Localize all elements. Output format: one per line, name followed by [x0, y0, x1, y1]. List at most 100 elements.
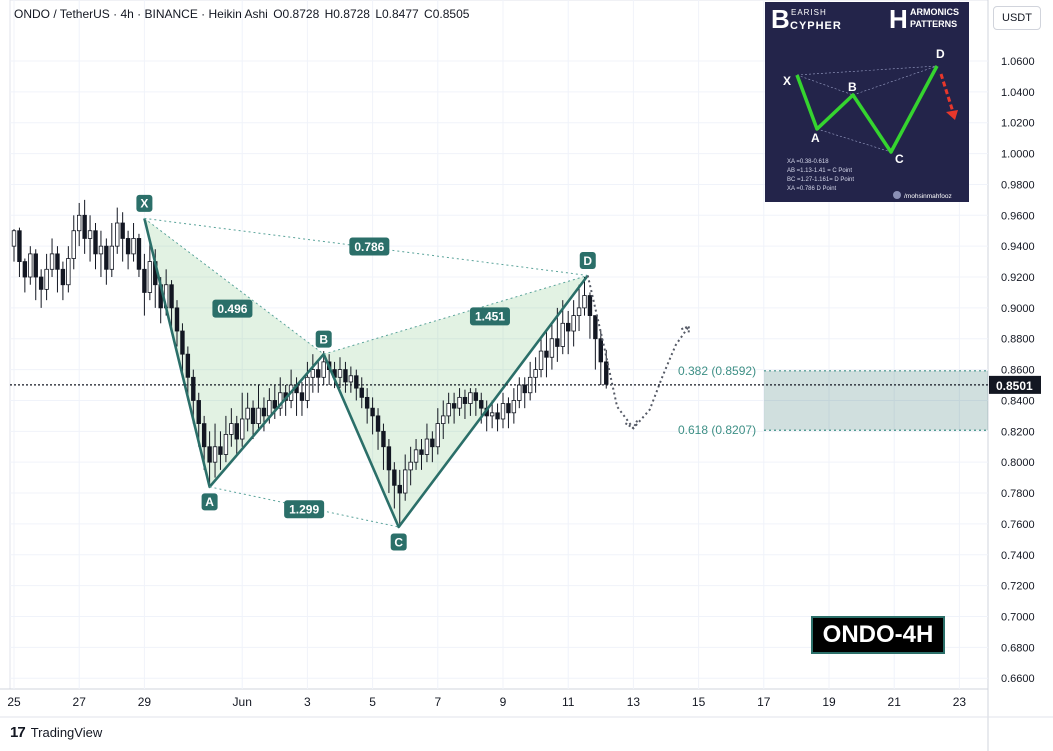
candle-body: [299, 392, 305, 401]
candle-body: [435, 423, 440, 448]
candle-body: [560, 322, 565, 347]
candle-body: [402, 469, 408, 494]
high-value: H0.8728: [324, 7, 370, 21]
candle-body: [424, 438, 430, 455]
time-tick-label: 25: [7, 695, 21, 709]
open-value: O0.8728: [273, 7, 320, 21]
ratio-label-box: [469, 307, 510, 326]
candle-body: [571, 315, 576, 332]
current-price-tag: [989, 375, 1041, 394]
price-tick-label: 0.9000: [1001, 303, 1035, 315]
price-tick-label: 0.7000: [1001, 611, 1035, 623]
harmonic-pattern-fill: [144, 218, 588, 527]
time-tick-label: 21: [888, 695, 902, 709]
candle-body: [267, 400, 272, 417]
price-axis[interactable]: 1.0600 1.0400 1.0200 1.0000 0.9800 0.9600 0.94…: [989, 56, 1041, 685]
time-axis[interactable]: 25 27 29 Jun 3 5 7 9 11 13 15 17 19 21 23: [7, 695, 966, 709]
candle-body: [104, 245, 109, 270]
time-tick-label: 3: [304, 695, 311, 709]
point-label-b: B: [319, 332, 328, 346]
point-label-a-box: [201, 493, 218, 511]
time-tick-label: 13: [627, 695, 641, 709]
candle-body: [441, 415, 446, 425]
candle-body: [28, 253, 33, 278]
candle-body: [169, 284, 174, 309]
time-tick-label: Jun: [233, 695, 252, 709]
arrow-down-icon: [946, 110, 958, 120]
time-tick-label: 19: [822, 695, 836, 709]
inset-rule-3: BC =1.27-1.161= D Point: [787, 177, 854, 183]
target-label: 0.618 (0.8207): [678, 423, 756, 437]
candle-body: [131, 238, 136, 255]
ratio-label-box: [212, 299, 253, 318]
price-tick-label: 0.8800: [1001, 334, 1035, 346]
point-label-a: A: [205, 495, 214, 509]
candle-body: [201, 423, 207, 448]
candle-body: [495, 412, 500, 420]
inset-point-x: X: [783, 74, 791, 88]
candle-body: [593, 315, 598, 340]
candle-body: [136, 238, 142, 270]
inset-author: /mohsinmahfooz: [904, 193, 952, 200]
candle-body: [60, 268, 66, 286]
projection-arrow-icon: [680, 324, 690, 335]
price-tick-label: 1.0200: [1001, 118, 1035, 130]
candle-body: [479, 400, 484, 409]
candle-body: [125, 238, 131, 255]
candle-body: [343, 369, 348, 383]
candle-body: [462, 396, 468, 404]
candle-body: [533, 369, 538, 378]
candle-body: [354, 375, 359, 389]
candle-body: [229, 423, 234, 435]
candle-body: [33, 253, 38, 278]
price-tick-label: 0.8600: [1001, 365, 1035, 377]
price-tick-label: 0.9400: [1001, 241, 1035, 253]
time-tick-label: 27: [73, 695, 87, 709]
candle-body: [348, 375, 354, 383]
point-label-c: C: [394, 535, 403, 549]
price-tick-label: 0.8000: [1001, 457, 1035, 469]
candle-body: [44, 268, 49, 290]
candle-body: [468, 392, 473, 404]
candle-body: [185, 353, 191, 378]
time-tick-label: 17: [757, 695, 771, 709]
inset-point-c: C: [895, 152, 904, 166]
currency-button[interactable]: USDT: [993, 6, 1041, 30]
ratio-label: 0.496: [217, 302, 247, 316]
candle-body: [109, 245, 114, 270]
time-tick-label: 11: [562, 695, 575, 709]
candle-body: [582, 295, 587, 309]
candle-body: [207, 446, 212, 463]
price-tick-label: 0.9600: [1001, 210, 1035, 222]
triangle-xab: [144, 218, 324, 487]
inset-point-b: B: [848, 80, 857, 94]
ratio-label-box: [284, 500, 325, 519]
point-label-b-box: [315, 330, 332, 348]
tradingview-logo-icon: 17: [10, 724, 26, 741]
candle-body: [180, 330, 185, 355]
candle-body: [71, 230, 76, 259]
candle-body: [392, 469, 397, 486]
candle-body: [337, 369, 343, 378]
candle-body: [120, 222, 125, 239]
harmonic-reference-inset: B EARISH CYPHER H ARMONICS PATTERNS X A …: [765, 2, 969, 202]
low-value: L0.8477: [375, 7, 419, 21]
price-tick-label: 0.7800: [1001, 488, 1035, 500]
candle-body: [511, 400, 517, 414]
projection-path: [586, 275, 690, 430]
target-zone: 0.382 (0.8592) 0.618 (0.8207): [678, 364, 988, 437]
candle-body: [38, 276, 44, 290]
candle-body: [370, 407, 375, 417]
candle-body: [522, 384, 527, 394]
candle-body: [22, 261, 28, 278]
candle-body: [147, 261, 153, 293]
candle-body: [489, 412, 495, 417]
tradingview-brand[interactable]: 17 TradingView: [10, 724, 102, 741]
candle-body: [544, 350, 549, 358]
inset-title-b: B: [771, 4, 790, 34]
candle-body: [278, 392, 283, 409]
candle-body: [576, 307, 582, 316]
inset-title-cypher: CYPHER: [790, 20, 842, 32]
candle-body: [430, 438, 435, 448]
candle-body: [321, 361, 326, 378]
